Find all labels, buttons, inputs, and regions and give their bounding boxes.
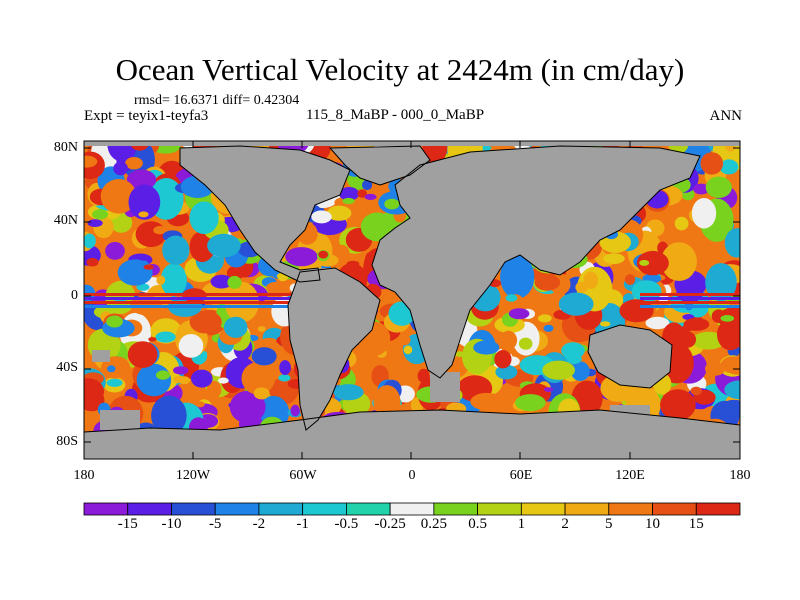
- land-mask: [84, 141, 740, 459]
- colorbar-label: 0.25: [420, 516, 447, 532]
- coastlines: [84, 145, 740, 459]
- land-polygon: [84, 410, 740, 459]
- colorbar-swatch: [695, 502, 741, 516]
- land-polygon: [84, 141, 740, 146]
- lon-label-120e: 120E: [615, 468, 645, 483]
- lon-label-60e: 60E: [509, 468, 533, 483]
- season-label: ANN: [709, 108, 743, 124]
- land-polygon: [288, 268, 380, 430]
- colorbar-swatch: [127, 502, 172, 516]
- figure-title: Ocean Vertical Velocity at 2424m (in cm/…: [115, 52, 685, 87]
- colorbar-label: -2: [252, 516, 266, 532]
- lon-label-0: 0: [408, 468, 416, 483]
- colorbar-label: 5: [605, 516, 613, 532]
- lon-label-180e: 180: [729, 468, 751, 483]
- colorbar-swatch: [83, 502, 129, 516]
- colorbar-label: 10: [645, 516, 661, 532]
- colorbar-swatch: [477, 502, 522, 516]
- lat-label-80s: 80S: [56, 434, 78, 449]
- experiment-label: Expt = teyix1-teyfa3: [84, 108, 209, 124]
- map-frame: [83, 140, 741, 460]
- land-polygon: [588, 325, 672, 388]
- colorbar-swatch: [258, 502, 304, 516]
- colorbar-swatch: [302, 502, 347, 516]
- colorbar-swatch: [171, 502, 216, 516]
- lat-label-40n: 40N: [53, 213, 78, 228]
- land-polygon: [372, 146, 700, 378]
- colorbar-swatch: [564, 502, 610, 516]
- colorbar-label: -15: [117, 516, 138, 532]
- colorbar-swatch: [345, 502, 391, 516]
- colorbar-label: -5: [208, 516, 222, 532]
- colorbar-swatch: [433, 502, 478, 516]
- colorbar-label: 0.5: [468, 516, 487, 532]
- stats-label: rmsd= 16.6371 diff= 0.42304: [134, 93, 300, 108]
- colorbar-label: 1: [517, 516, 526, 532]
- colorbar-swatch: [608, 502, 653, 516]
- colorbar-swatch: [520, 502, 566, 516]
- colorbar-label: -10: [161, 516, 182, 532]
- lat-label-40s: 40S: [56, 360, 78, 375]
- colorbar-label: -0.5: [334, 516, 359, 532]
- colorbar-label: 15: [688, 516, 704, 532]
- colorbar-swatch: [389, 502, 435, 516]
- period-label: 115_8_MaBP - 000_0_MaBP: [306, 107, 485, 123]
- colorbar-swatch: [214, 502, 260, 516]
- colorbar-label: 2: [561, 516, 569, 532]
- colorbar-swatch: [652, 502, 697, 516]
- colorbar-label: -1: [296, 516, 309, 532]
- land-polygon: [330, 146, 430, 185]
- lon-label-180w: 180: [73, 468, 95, 483]
- colorbar: [83, 502, 741, 516]
- lon-label-120w: 120W: [175, 468, 211, 483]
- colorbar-label: -0.25: [374, 516, 406, 532]
- lat-label-0: 0: [71, 288, 78, 303]
- lat-label-80n: 80N: [53, 140, 78, 155]
- land-polygon: [180, 146, 350, 282]
- lon-label-60w: 60W: [289, 468, 317, 483]
